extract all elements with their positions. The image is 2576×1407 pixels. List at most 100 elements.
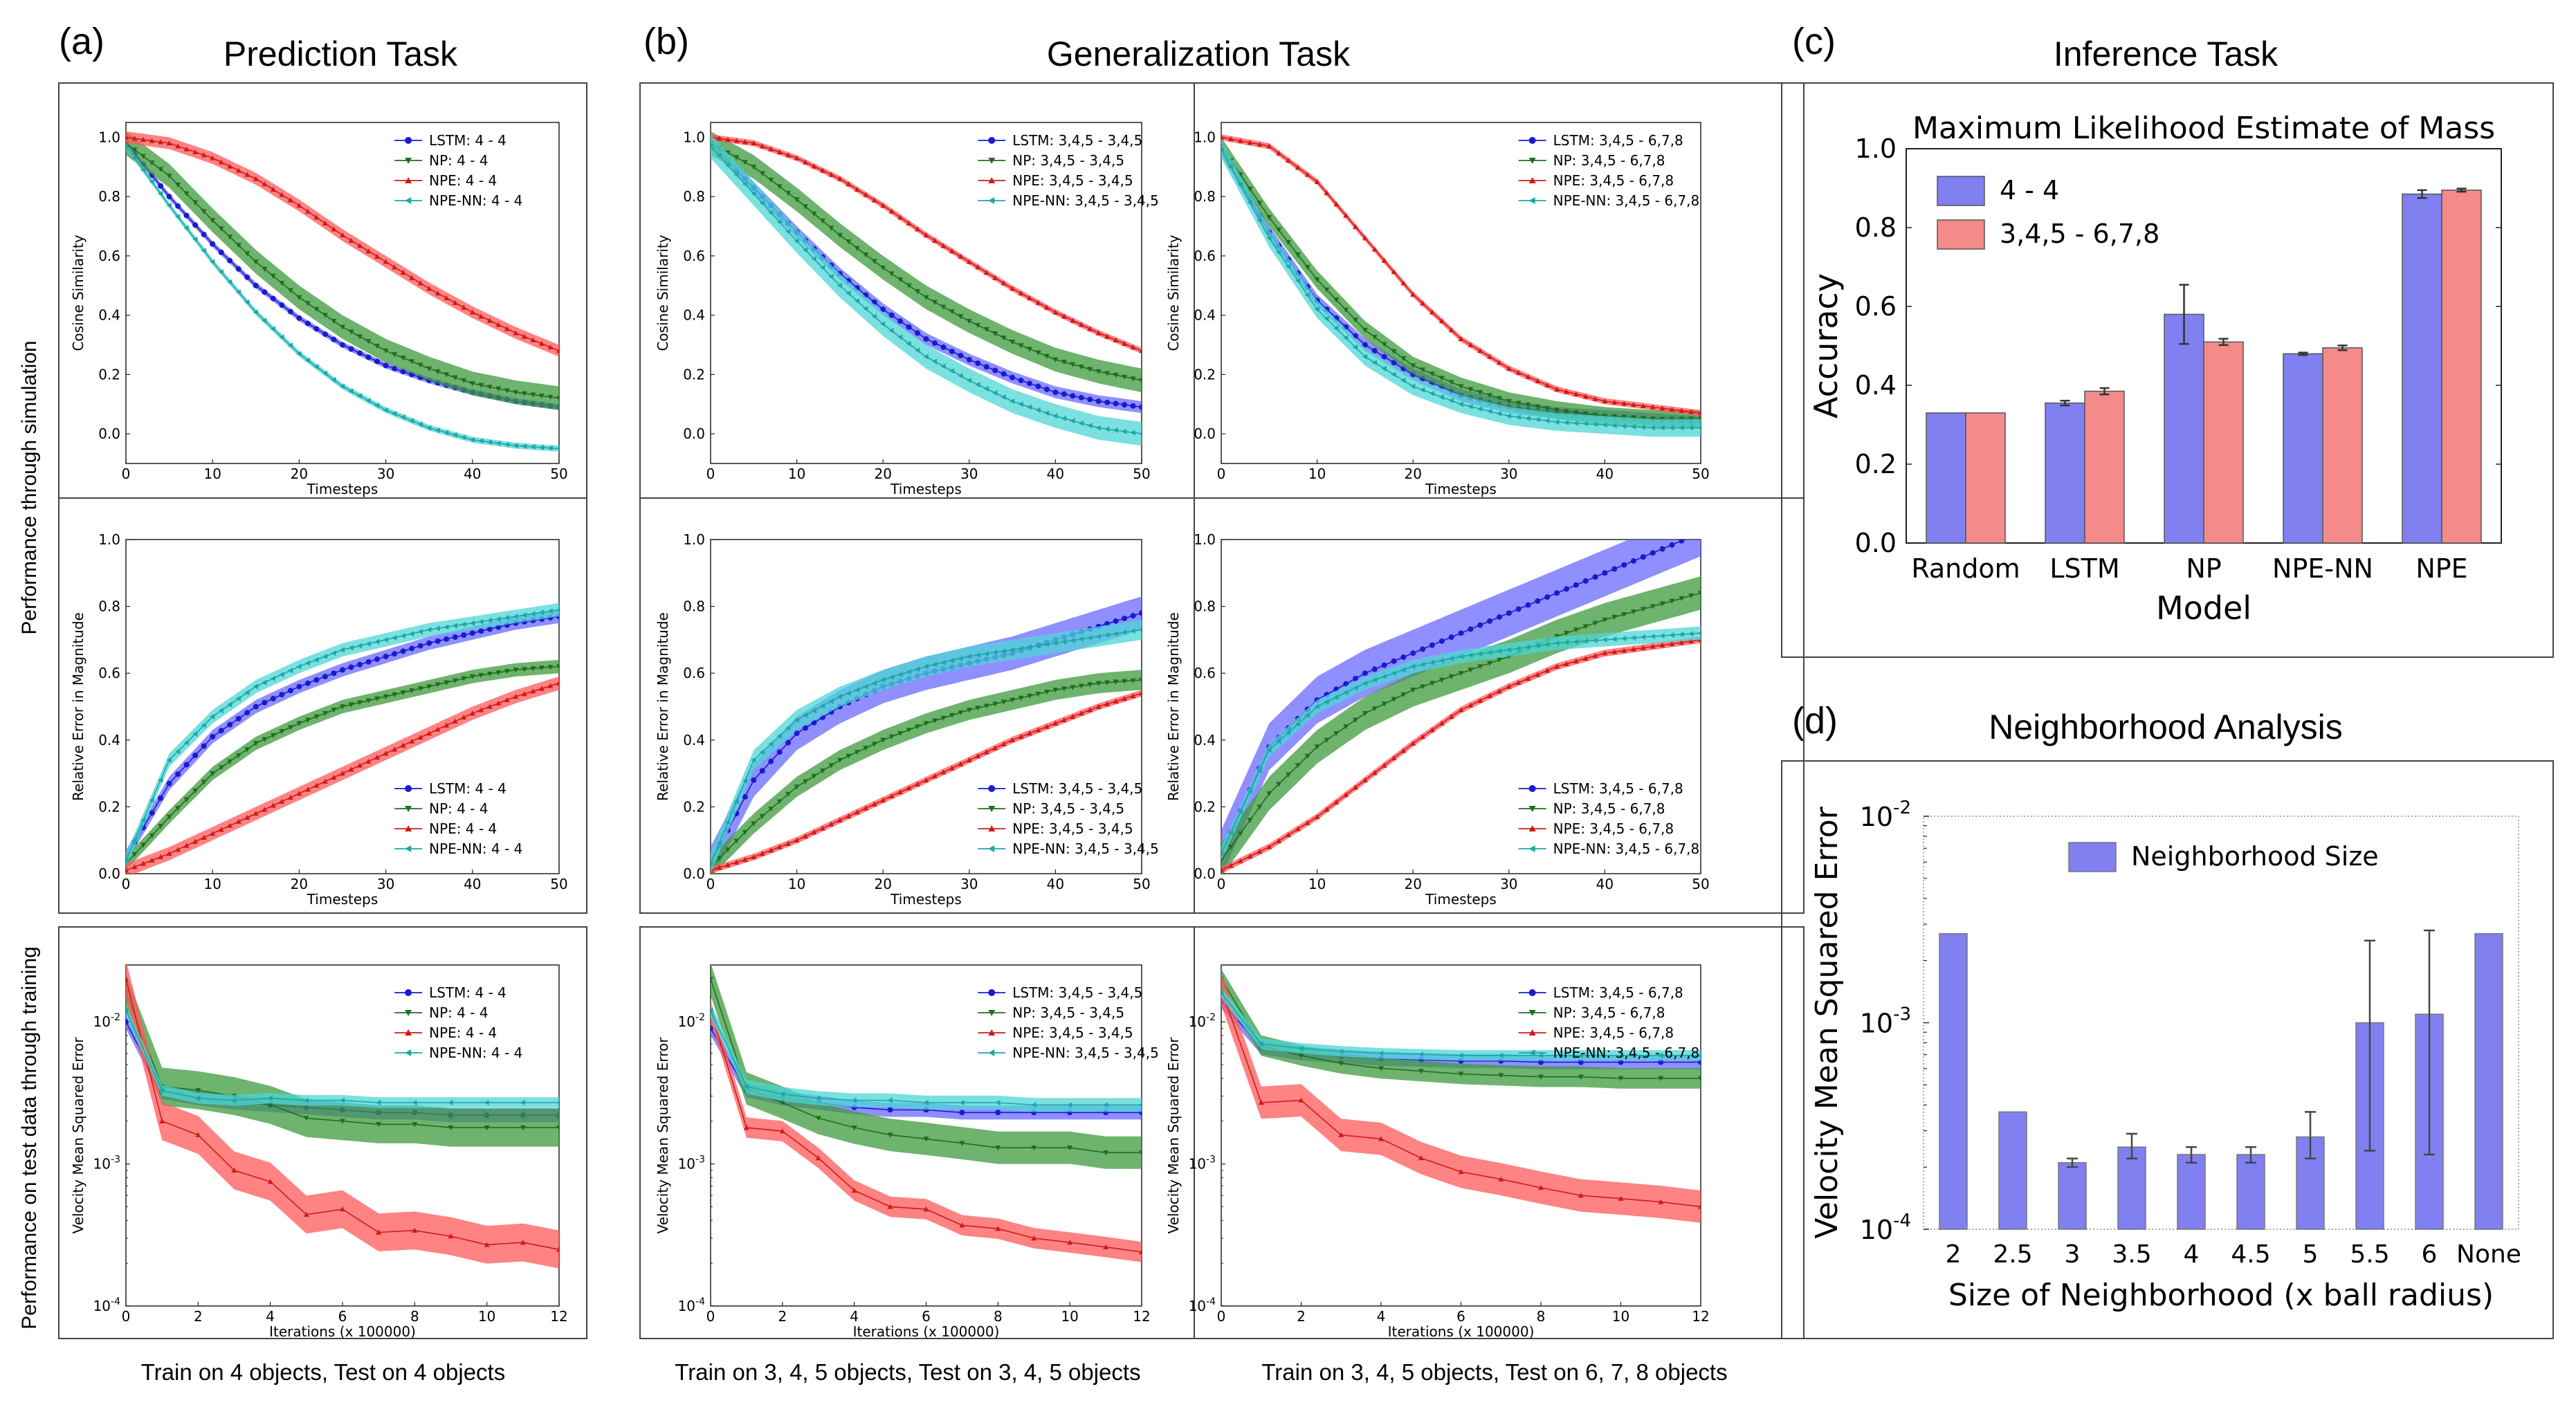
panel-label-a: (a) <box>59 21 104 62</box>
marker-npe-nn <box>1266 747 1272 753</box>
marker-np <box>547 665 554 670</box>
x-tick-label: 40 <box>1047 466 1064 482</box>
marker-lstm <box>1018 377 1024 383</box>
marker-npe-nn <box>322 654 328 660</box>
marker-np <box>949 309 955 315</box>
marker-npe-nn <box>940 363 946 369</box>
y-tick-label: 0.4 <box>683 307 705 324</box>
x-tick-label: 10 <box>1612 1308 1629 1325</box>
y-axis-label: Velocity Mean Squared Error <box>70 1037 86 1234</box>
marker-npe <box>183 843 190 848</box>
marker-lstm <box>357 661 363 668</box>
marker-np <box>1266 214 1272 221</box>
marker-npe <box>1078 322 1084 327</box>
x-tick-label: 6 <box>338 1308 347 1325</box>
marker-np <box>313 714 320 719</box>
marker-npe <box>1018 733 1024 739</box>
marker-npe <box>1650 404 1656 410</box>
marker-np <box>1592 620 1598 626</box>
marker-lstm <box>1468 626 1474 632</box>
marker-npe <box>417 280 423 286</box>
plot-b1_mag: 0 10 20 30 40 50 Timesteps 0.0 0.2 0.4 0.6 0.8 1.0 Re… <box>655 531 1159 908</box>
marker-lstm <box>751 777 757 783</box>
legend-marker <box>1528 177 1536 183</box>
legend-entry-npe: NPE: 3,4,5 - 6,7,8 <box>1518 820 1674 837</box>
y-tick-label: 0.4 <box>1855 370 1897 401</box>
marker-npe-nn <box>751 757 756 763</box>
marker-npe <box>751 140 757 146</box>
marker-np <box>915 724 921 730</box>
marker-npe-nn <box>218 269 223 275</box>
marker-npe <box>923 232 929 238</box>
marker-npe-nn <box>444 430 449 436</box>
marker-lstm <box>1538 1059 1544 1065</box>
marker-np <box>1468 387 1474 392</box>
marker-npe <box>1371 246 1378 252</box>
marker-npe <box>1544 668 1551 673</box>
marker-np <box>262 266 268 272</box>
marker-np <box>253 259 259 265</box>
marker-npe <box>1420 733 1426 739</box>
legend-entry-npe: NPE: 3,4,5 - 3,4,5 <box>978 172 1133 189</box>
marker-np <box>400 356 406 361</box>
marker-npe-nn <box>1487 650 1492 656</box>
marker-np <box>1582 624 1589 629</box>
y-axis-label: Cosine Similarity <box>655 234 671 351</box>
marker-lstm <box>1371 666 1378 672</box>
marker-npe-nn <box>1515 414 1521 421</box>
marker-npe <box>1276 838 1282 843</box>
marker-npe <box>940 243 947 248</box>
marker-np <box>768 177 774 183</box>
marker-npe <box>409 738 415 744</box>
band-npe-nn <box>1221 987 1701 1061</box>
plot-d-bar: 10-4 10-3 10-2 Velocity Mean Squared Error S… <box>1809 798 2521 1313</box>
marker-npe-nn <box>1418 1051 1423 1058</box>
y-tick-label: 10-2 <box>1860 798 1911 832</box>
marker-npe-nn <box>1104 632 1110 638</box>
legend-entry-np: NP: 3,4,5 - 6,7,8 <box>1518 800 1665 817</box>
marker-npe <box>520 1240 526 1245</box>
band-npe-nn <box>711 619 1142 874</box>
marker-npe <box>210 831 216 836</box>
marker-npe-nn <box>743 1083 749 1089</box>
marker-np <box>1324 287 1330 293</box>
marker-npe-nn <box>210 259 215 265</box>
marker-npe <box>435 290 441 296</box>
marker-npe <box>915 781 921 787</box>
marker-np <box>452 678 458 683</box>
legend-label: NPE: 4 - 4 <box>429 172 497 189</box>
legend-marker <box>988 137 996 144</box>
marker-npe <box>1688 409 1695 414</box>
marker-npe-nn <box>126 857 129 863</box>
marker-npe-nn <box>906 340 911 347</box>
marker-npe <box>1429 727 1435 733</box>
marker-npe-nn <box>149 178 154 185</box>
marker-npe <box>1139 1249 1142 1255</box>
marker-lstm <box>1130 613 1136 619</box>
marker-np <box>192 789 199 794</box>
marker-lstm <box>759 768 765 774</box>
marker-npe-nn <box>1295 721 1301 727</box>
legend-label: NPE-NN: 3,4,5 - 3,4,5 <box>1012 192 1159 209</box>
bar-lstm-s1 <box>2045 402 2085 544</box>
marker-lstm <box>383 654 389 660</box>
marker-npe <box>995 1226 1001 1231</box>
marker-np <box>958 710 964 716</box>
marker-lstm <box>966 356 972 362</box>
marker-lstm <box>227 257 233 264</box>
marker-npe <box>340 771 345 776</box>
marker-npe-nn <box>374 638 380 645</box>
marker-npe-nn <box>556 608 559 611</box>
marker-lstm <box>417 643 423 649</box>
marker-npe-nn <box>1095 425 1101 431</box>
legend-label: NP: 3,4,5 - 6,7,8 <box>1553 152 1665 169</box>
bar-none <box>2474 932 2503 1230</box>
marker-npe-nn <box>400 414 405 421</box>
marker-npe-nn <box>313 364 319 370</box>
marker-lstm <box>1027 380 1033 387</box>
marker-np <box>1067 1145 1073 1151</box>
marker-lstm <box>340 667 345 673</box>
marker-npe <box>374 253 381 259</box>
marker-npe <box>811 829 817 835</box>
